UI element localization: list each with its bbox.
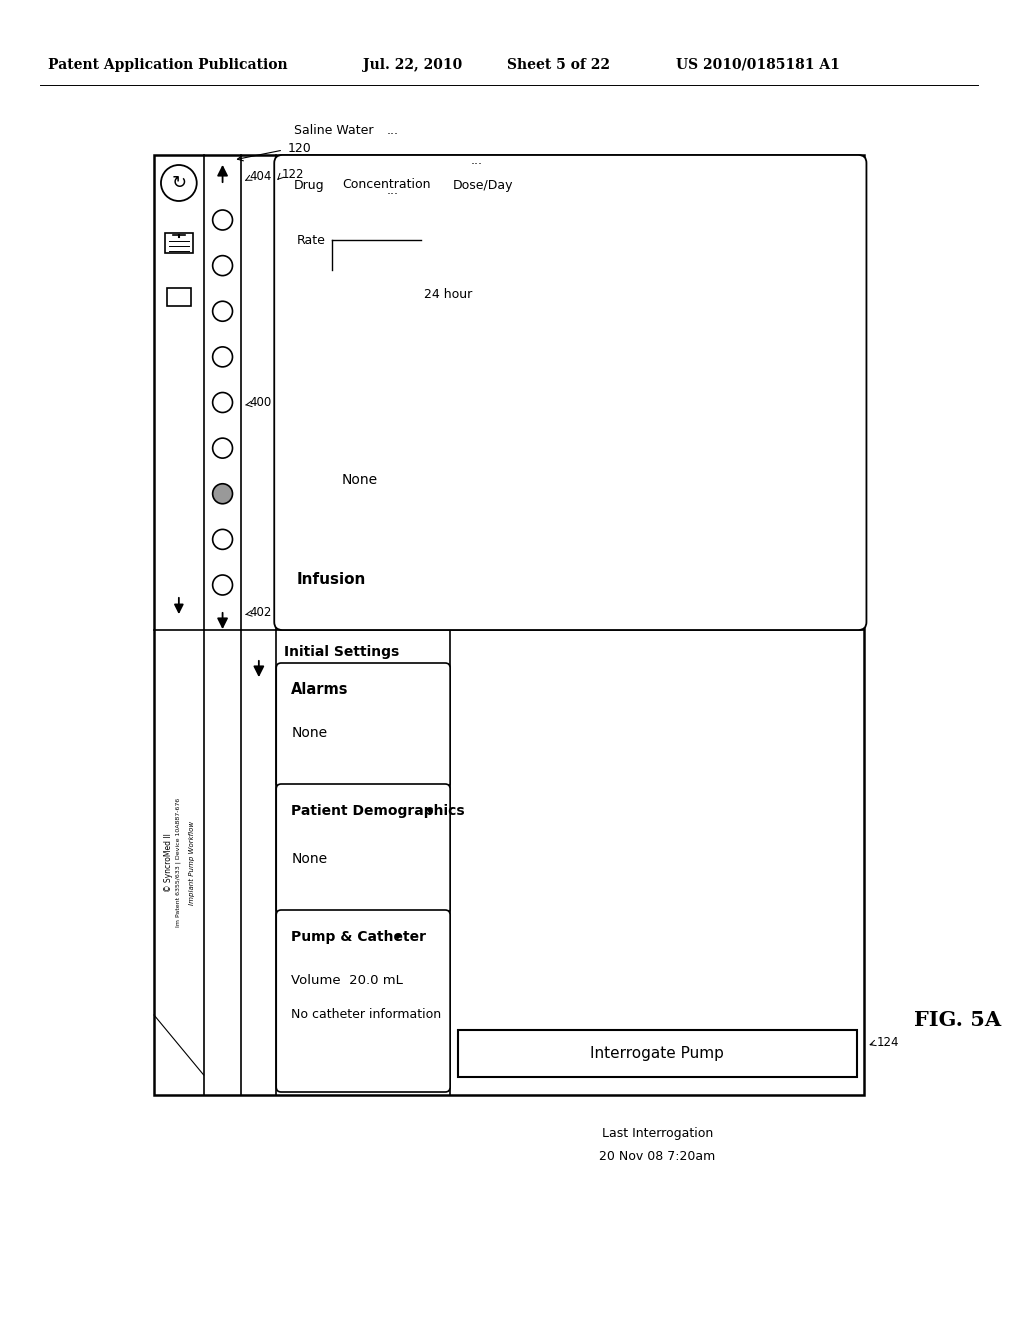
Text: 120: 120: [288, 141, 312, 154]
Bar: [154, 154, 864, 1096]
Text: Sheet 5 of 22: Sheet 5 of 22: [507, 58, 609, 73]
Text: 400: 400: [250, 396, 271, 409]
Text: None: None: [342, 473, 378, 487]
Text: 122: 122: [282, 169, 304, 181]
Text: Saline Water: Saline Water: [294, 124, 374, 136]
Text: No catheter information: No catheter information: [291, 1008, 441, 1022]
Text: ↻: ↻: [171, 174, 186, 191]
Circle shape: [161, 165, 197, 201]
Text: Jul. 22, 2010: Jul. 22, 2010: [362, 58, 462, 73]
Text: Dose/Day: Dose/Day: [453, 178, 514, 191]
FancyBboxPatch shape: [274, 154, 866, 630]
Circle shape: [213, 347, 232, 367]
Text: Infusion: Infusion: [297, 573, 367, 587]
Text: Implant Pump Workflow: Implant Pump Workflow: [188, 821, 195, 904]
Text: Patent Application Publication: Patent Application Publication: [48, 58, 288, 73]
Text: © SyncroMed II: © SyncroMed II: [164, 833, 173, 892]
Text: ...: ...: [471, 153, 483, 166]
Text: 20 Nov 08 7:20am: 20 Nov 08 7:20am: [599, 1151, 716, 1163]
Text: 24 hour: 24 hour: [424, 289, 472, 301]
Text: None: None: [291, 726, 328, 741]
Circle shape: [213, 576, 232, 595]
FancyBboxPatch shape: [276, 663, 451, 788]
Text: Patient Demographics: Patient Demographics: [291, 804, 465, 818]
Circle shape: [213, 301, 232, 321]
Circle shape: [213, 483, 232, 504]
Text: Concentration: Concentration: [342, 178, 430, 191]
Text: Initial Settings: Initial Settings: [285, 645, 399, 659]
Text: Rate: Rate: [297, 234, 326, 247]
Circle shape: [213, 210, 232, 230]
Text: US 2010/0185181 A1: US 2010/0185181 A1: [676, 58, 840, 73]
Circle shape: [213, 529, 232, 549]
Text: Pump & Catheter: Pump & Catheter: [291, 931, 426, 944]
Text: 404: 404: [250, 170, 271, 183]
Circle shape: [213, 392, 232, 412]
Text: Volume  20.0 mL: Volume 20.0 mL: [291, 974, 403, 986]
FancyBboxPatch shape: [276, 784, 451, 913]
Text: Interrogate Pump: Interrogate Pump: [591, 1045, 724, 1061]
Text: Im Patent 6355/633 | Device 10A887-676: Im Patent 6355/633 | Device 10A887-676: [176, 797, 181, 927]
Text: ...: ...: [386, 124, 398, 136]
Text: FIG. 5A: FIG. 5A: [914, 1010, 1001, 1030]
Text: Drug: Drug: [294, 178, 325, 191]
Text: Alarms: Alarms: [291, 682, 348, 697]
Bar: [167, 288, 190, 306]
Text: 402: 402: [250, 606, 271, 619]
Text: 124: 124: [877, 1035, 899, 1048]
Circle shape: [213, 438, 232, 458]
Bar: [165, 234, 193, 253]
Text: None: None: [291, 851, 328, 866]
FancyBboxPatch shape: [276, 909, 451, 1092]
Bar: [458, 1030, 856, 1077]
Circle shape: [213, 256, 232, 276]
Text: Last Interrogation: Last Interrogation: [602, 1126, 713, 1139]
Text: ...: ...: [386, 183, 398, 197]
